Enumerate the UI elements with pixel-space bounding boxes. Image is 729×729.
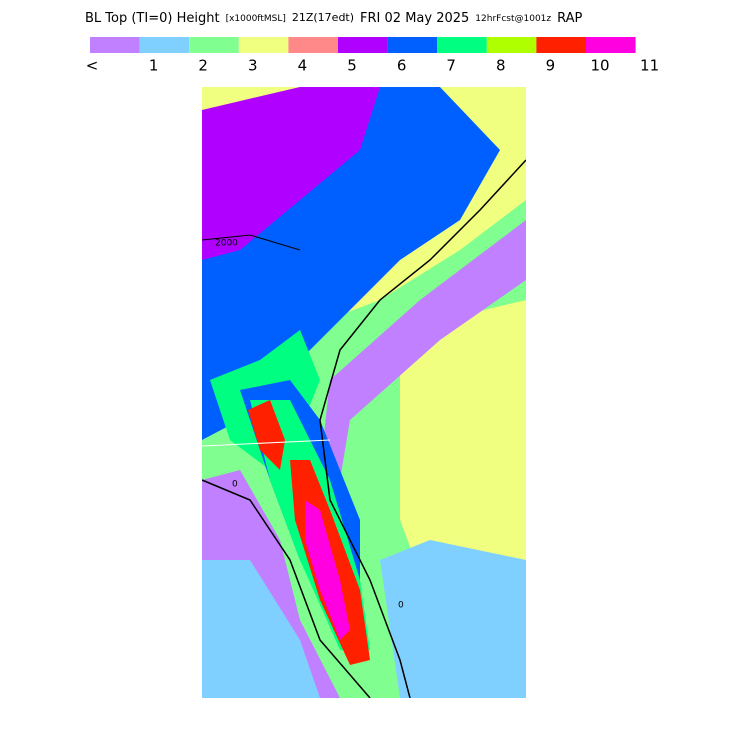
legend-label: 11 <box>640 57 659 75</box>
contour-label: 2000 <box>215 239 238 249</box>
field <box>380 540 526 698</box>
field <box>202 560 320 698</box>
coastline <box>202 479 371 698</box>
legend-label: 10 <box>590 57 609 75</box>
legend-swatch <box>387 37 438 53</box>
legend-label: < <box>86 57 99 75</box>
contour <box>202 234 301 251</box>
field <box>305 500 350 640</box>
legend-label: 1 <box>149 57 159 75</box>
legend-label: 7 <box>446 57 456 75</box>
legend-swatch <box>139 37 190 53</box>
title-part: 12hrFcst@1001z <box>475 14 551 24</box>
legend-swatch <box>288 37 338 53</box>
legend: <1 2 3 4 5 6 7 8 9 10 11 <box>86 37 659 75</box>
legend-swatch <box>586 37 636 53</box>
legend-label: 8 <box>496 57 506 75</box>
title-part: [x1000ftMSL] <box>226 14 286 24</box>
field <box>248 400 285 470</box>
title-part: 21Z(17edt) <box>292 11 354 24</box>
title-text: BL Top (TI=0) Height [x1000ftMSL] 21Z(17ed… <box>85 11 583 26</box>
legend-label: 5 <box>347 57 357 75</box>
legend-swatch <box>338 37 388 53</box>
legend-swatch <box>486 37 537 53</box>
legend-swatch <box>189 37 239 53</box>
contour-label: 0 <box>398 601 404 611</box>
title-part: FRI 02 May 2025 <box>360 11 469 26</box>
legend-label: 9 <box>546 57 556 75</box>
title-part: RAP <box>557 11 582 26</box>
field <box>320 220 526 480</box>
legend-label: 2 <box>198 57 208 75</box>
title-part: BL Top (TI=0) Height <box>85 11 220 26</box>
legend-swatch <box>238 37 289 53</box>
map: 2000 0 0 <box>202 87 526 698</box>
legend-swatch <box>437 37 487 53</box>
legend-label: 6 <box>397 57 407 75</box>
legend-label: 4 <box>298 57 308 75</box>
legend-label: 3 <box>248 57 258 75</box>
legend-swatch <box>90 37 140 53</box>
state-border <box>202 439 331 447</box>
title: BL Top (TI=0) Height [x1000ftMSL] 21Z(17ed… <box>85 11 583 26</box>
field <box>202 87 380 260</box>
coastline <box>319 159 526 698</box>
legend-swatch <box>536 37 586 53</box>
contour-label: 0 <box>232 480 238 490</box>
